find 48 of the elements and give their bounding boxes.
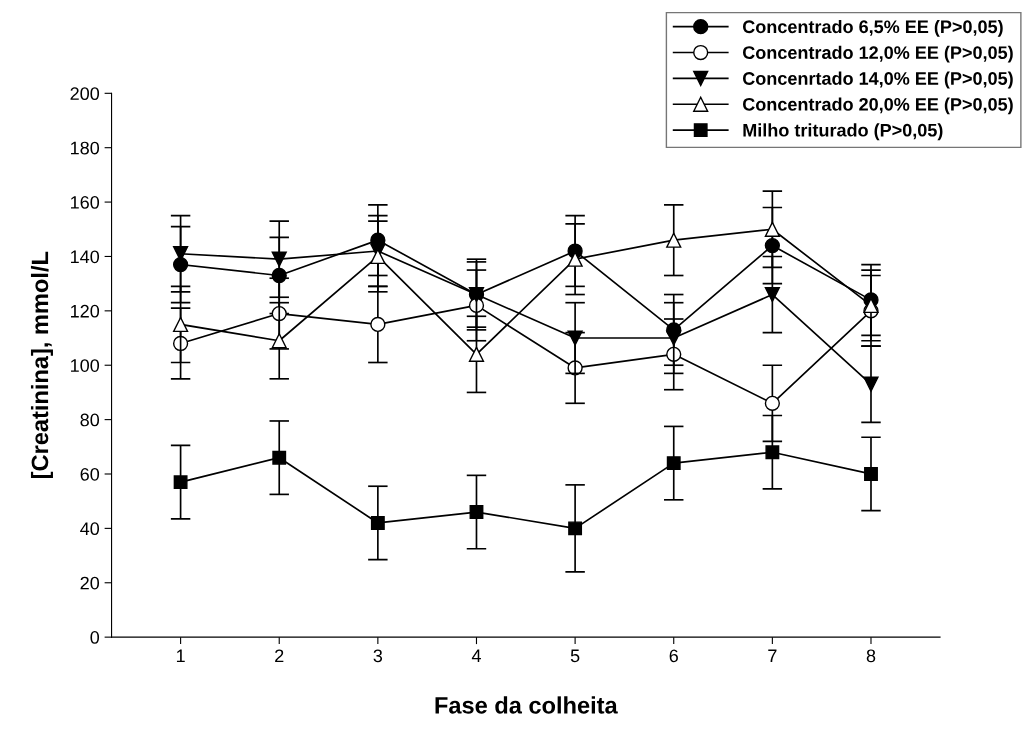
point [272, 450, 287, 465]
y-tick-label: 40 [80, 522, 100, 536]
point [172, 316, 189, 333]
x-tick-label: 6 [669, 649, 678, 663]
point [271, 333, 287, 349]
point [666, 456, 681, 471]
point [764, 221, 781, 237]
point [567, 330, 583, 346]
point [864, 467, 878, 481]
point [764, 237, 781, 254]
x-tick-label: 3 [373, 649, 383, 663]
x-tick-label: 4 [471, 649, 481, 663]
legend-label: Concenrtado 14,0% EE (P>0,05) [742, 71, 1013, 89]
point [172, 335, 189, 352]
y-tick-label: 140 [71, 250, 100, 264]
point [568, 521, 583, 536]
y-tick-label: 80 [80, 413, 100, 427]
legend-label: Concentrado 6,5% EE (P>0,05) [742, 19, 1003, 37]
point [764, 286, 781, 303]
x-tick-label: 8 [866, 649, 876, 663]
x-tick-label: 1 [176, 649, 185, 663]
point [271, 251, 287, 267]
point [173, 475, 188, 490]
y-tick-label: 200 [70, 87, 100, 101]
y-tick-label: 20 [80, 576, 100, 590]
y-axis-title: [Creatinina], mmol/L [30, 251, 53, 479]
x-tick-label: 5 [570, 649, 580, 663]
x-axis-title: Fase da colheita [435, 696, 618, 714]
point [370, 515, 385, 530]
y-tick-label: 0 [90, 631, 100, 644]
point [468, 346, 485, 362]
y-tick-label: 180 [71, 141, 100, 155]
x-tick-label: 7 [768, 649, 777, 663]
legend-label: Milho triturado (P>0,05) [743, 123, 943, 141]
point [469, 505, 484, 520]
legend-label: Concentrado 20,0% EE (P>0,05) [742, 97, 1013, 115]
y-tick-label: 60 [80, 467, 100, 481]
point [370, 316, 386, 333]
x-tick-label: 2 [275, 649, 284, 663]
point [666, 330, 682, 346]
point [666, 232, 682, 248]
point [765, 445, 780, 460]
point [764, 395, 781, 411]
y-tick-label: 120 [71, 304, 100, 318]
y-tick-label: 160 [71, 196, 100, 209]
point [863, 376, 879, 392]
legend-label: Concentrado 12,0% EE (P>0,05) [742, 45, 1013, 63]
y-tick-label: 100 [71, 359, 100, 372]
